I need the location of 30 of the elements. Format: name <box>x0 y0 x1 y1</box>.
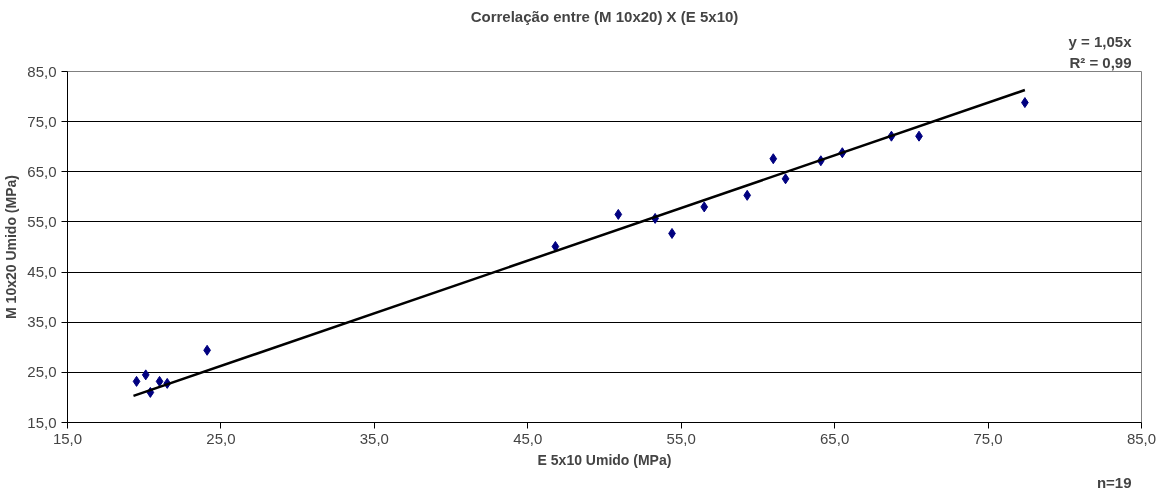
point <box>132 375 141 387</box>
y-tick-label: 65,0 <box>27 162 57 180</box>
y-tick-label: 45,0 <box>27 263 57 281</box>
point <box>155 375 164 387</box>
x-tick-label: 25,0 <box>206 429 236 447</box>
x-tick-label: 35,0 <box>359 429 389 447</box>
y-tick-label: 55,0 <box>27 212 57 230</box>
y-tick-label: 75,0 <box>27 112 57 130</box>
point <box>781 173 790 185</box>
point <box>614 208 623 220</box>
x-tick-label: 65,0 <box>820 429 850 447</box>
x-tick-label: 55,0 <box>666 429 696 447</box>
text: n=19 <box>1096 473 1132 491</box>
x-tick-label: 85,0 <box>1126 429 1157 447</box>
point <box>141 369 150 381</box>
text: y = 1,05x <box>1068 32 1133 50</box>
x-axis-title: E 5x10 Umido (MPa) <box>537 451 672 468</box>
chart-title: Correlação entre (M 10x20) X (E 5x10) <box>470 7 739 25</box>
x-tick-label: 15,0 <box>52 429 83 447</box>
y-tick-label: 85,0 <box>27 62 57 80</box>
point <box>700 201 709 213</box>
point <box>743 189 752 201</box>
x-tick-label: 45,0 <box>513 429 543 447</box>
y-tick-label: 25,0 <box>27 363 57 381</box>
point <box>769 153 778 165</box>
y-tick-label: 35,0 <box>27 313 57 331</box>
y-axis-title: M 10x20 Umido (MPa) <box>3 175 20 319</box>
x-tick-label: 75,0 <box>973 429 1003 447</box>
y-tick-label: 15,0 <box>27 413 57 431</box>
text: R² = 0,99 <box>1069 53 1132 71</box>
